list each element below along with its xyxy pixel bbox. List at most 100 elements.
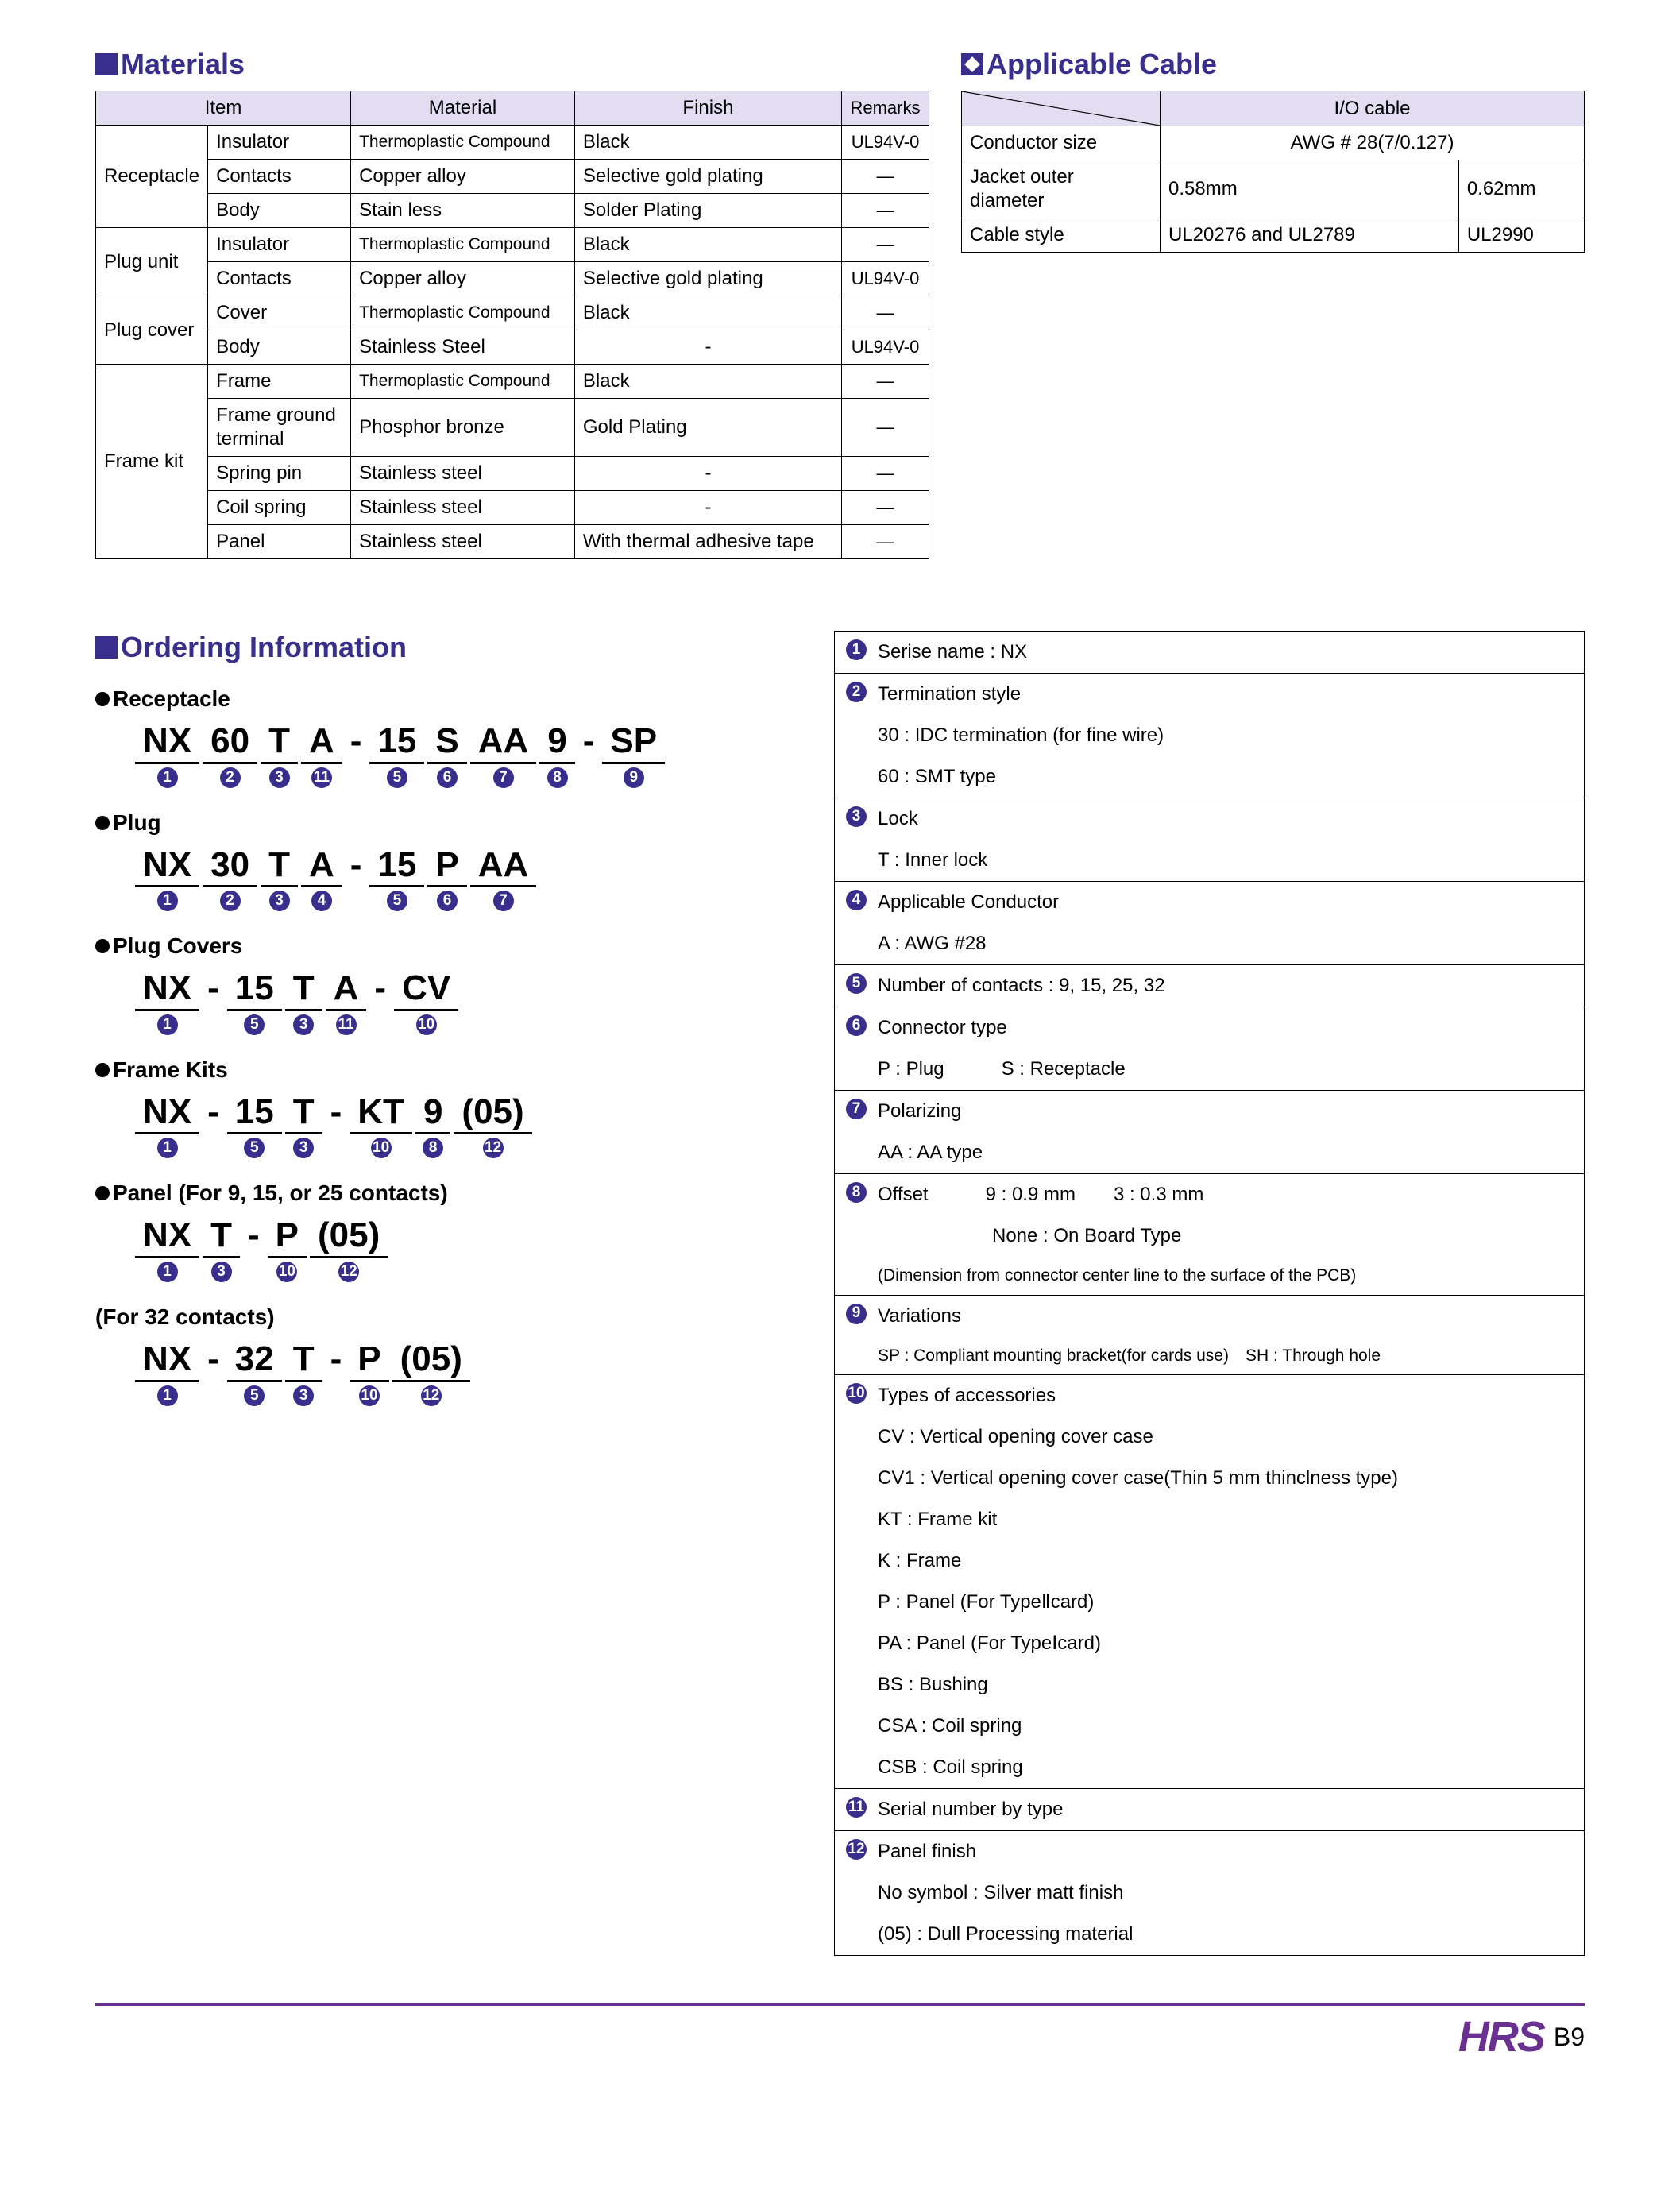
materials-group-cell: Receptacle (96, 126, 208, 228)
legend-cell: AA : AA type (835, 1132, 1585, 1174)
legend-text: Serial number by type (878, 1795, 1573, 1824)
legend-text: CSA : Coil spring (878, 1712, 1573, 1741)
legend-row: 12Panel finish (835, 1831, 1585, 1873)
materials-item-cell: Insulator (208, 228, 351, 262)
legend-cell: K : Frame (835, 1540, 1585, 1582)
partnum-segment: 325 (227, 1339, 282, 1406)
cable-value-cell: AWG # 28(7/0.127) (1161, 126, 1585, 160)
legend-text: T : Inner lock (878, 846, 1573, 875)
ordering-row: Ordering Information Receptacle NX1602T3… (95, 631, 1585, 1956)
legend-index-badge: 2 (846, 682, 867, 702)
partnum-receptacle: NX1602T3A11-155S6AA798-SP9 (135, 721, 802, 788)
legend-row: 8Offset 9 : 0.9 mm 3 : 0.3 mm (835, 1174, 1585, 1216)
materials-remarks-cell: — (842, 296, 929, 330)
partnum-code: 9 (415, 1092, 450, 1135)
legend-row: BS : Bushing (835, 1664, 1585, 1706)
partnum-code: P (268, 1215, 307, 1258)
partnum-code: CV (394, 968, 458, 1011)
partnum-index-badge: 3 (269, 767, 290, 788)
partnum-segment: NX1 (135, 721, 199, 788)
legend-index-badge: 12 (846, 1839, 867, 1860)
partnum-segment: 98 (415, 1092, 450, 1159)
partnum-code: 9 (539, 721, 574, 764)
legend-cell: BS : Bushing (835, 1664, 1585, 1706)
dot-icon (95, 1186, 110, 1200)
partnum-segment: T3 (203, 1215, 240, 1282)
materials-section: Materials Item Material Finish Remarks R… (95, 48, 929, 559)
square-bullet-icon (95, 53, 118, 75)
dot-icon (95, 939, 110, 953)
partnum-segment: (05)12 (454, 1092, 531, 1159)
partnum-segment: KT10 (350, 1092, 412, 1159)
partnum-code: P (350, 1339, 388, 1382)
materials-th-finish: Finish (574, 91, 841, 126)
square-bullet-icon (95, 636, 118, 659)
partnum-code: T (285, 1092, 322, 1135)
legend-note: SP : Compliant mounting bracket(for card… (846, 1343, 1573, 1369)
partnum-segment: SP9 (602, 721, 665, 788)
legend-row: 10Types of accessories (835, 1375, 1585, 1417)
partnum-index-badge: 10 (359, 1385, 380, 1406)
legend-text: P : Panel (For TypeⅡcard) (878, 1588, 1573, 1617)
ordering-heading: Ordering Information (95, 631, 802, 664)
legend-cell: KT : Frame kit (835, 1499, 1585, 1540)
legend-text: None : On Board Type (878, 1222, 1573, 1250)
dot-icon (95, 1063, 110, 1077)
partnum-segment: T3 (285, 1339, 322, 1406)
legend-text: P : Plug S : Receptacle (878, 1055, 1573, 1084)
partnum-segment: (05)12 (310, 1215, 388, 1282)
legend-text: Variations (878, 1302, 1573, 1331)
partnum-index-badge: 3 (211, 1262, 232, 1282)
materials-finish-cell: - (574, 457, 841, 491)
legend-text: Applicable Conductor (878, 888, 1573, 917)
partnum-index-badge: 1 (157, 891, 178, 911)
legend-row: 60 : SMT type (835, 756, 1585, 798)
legend-row: T : Inner lock (835, 840, 1585, 882)
legend-text: (05) : Dull Processing material (878, 1920, 1573, 1949)
legend-row: 30 : IDC termination (for fine wire) (835, 715, 1585, 756)
partnum-index-badge: 6 (437, 767, 458, 788)
partnum-index-badge: 12 (338, 1262, 359, 1282)
materials-table: Item Material Finish Remarks ReceptacleI… (95, 91, 929, 559)
partnum-separator: - (578, 721, 600, 762)
sub-for32: (For 32 contacts) (95, 1304, 802, 1330)
partnum-segment: T3 (285, 968, 322, 1035)
legend-cell: (Dimension from connector center line to… (835, 1257, 1585, 1295)
materials-item-cell: Coil spring (208, 491, 351, 525)
partnum-code: 15 (227, 1092, 282, 1135)
partnum-index-badge: 11 (311, 767, 332, 788)
materials-remarks-cell: — (842, 365, 929, 399)
partnum-code: 30 (203, 845, 257, 888)
partnum-separator: - (203, 968, 224, 1009)
partnum-index-badge: 1 (157, 1385, 178, 1406)
legend-row: A : AWG #28 (835, 923, 1585, 965)
footer: HRS B9 (95, 2003, 1585, 2061)
partnum-index-badge: 10 (276, 1262, 297, 1282)
sub-plug: Plug (95, 810, 802, 836)
materials-material-cell: Stainless steel (351, 525, 575, 559)
partnum-segment: 155 (227, 1092, 282, 1159)
legend-text: AA : AA type (878, 1138, 1573, 1167)
legend-text: Connector type (878, 1014, 1573, 1042)
materials-material-cell: Stainless steel (351, 457, 575, 491)
materials-item-cell: Body (208, 194, 351, 228)
partnum-code: 15 (369, 845, 424, 888)
materials-item-cell: Insulator (208, 126, 351, 160)
materials-row: Plug unitInsulatorThermoplastic Compound… (96, 228, 929, 262)
legend-cell: T : Inner lock (835, 840, 1585, 882)
materials-group-cell: Frame kit (96, 365, 208, 559)
legend-row: 4Applicable Conductor (835, 882, 1585, 924)
legend-row: SP : Compliant mounting bracket(for card… (835, 1337, 1585, 1375)
partnum-code: SP (602, 721, 665, 764)
partnum-segment: NX1 (135, 845, 199, 912)
partnum-segment: 155 (227, 968, 282, 1035)
partnum-separator: - (326, 1339, 347, 1380)
partnum-code: KT (350, 1092, 412, 1135)
materials-row: Frame ground terminalPhosphor bronzeGold… (96, 399, 929, 457)
cable-row: Cable styleUL20276 and UL2789UL2990 (962, 218, 1585, 253)
partnum-code: NX (135, 721, 199, 764)
materials-material-cell: Stain less (351, 194, 575, 228)
legend-index-badge: 9 (846, 1304, 867, 1324)
legend-text: Polarizing (878, 1097, 1573, 1126)
legend-index-badge: 7 (846, 1099, 867, 1119)
